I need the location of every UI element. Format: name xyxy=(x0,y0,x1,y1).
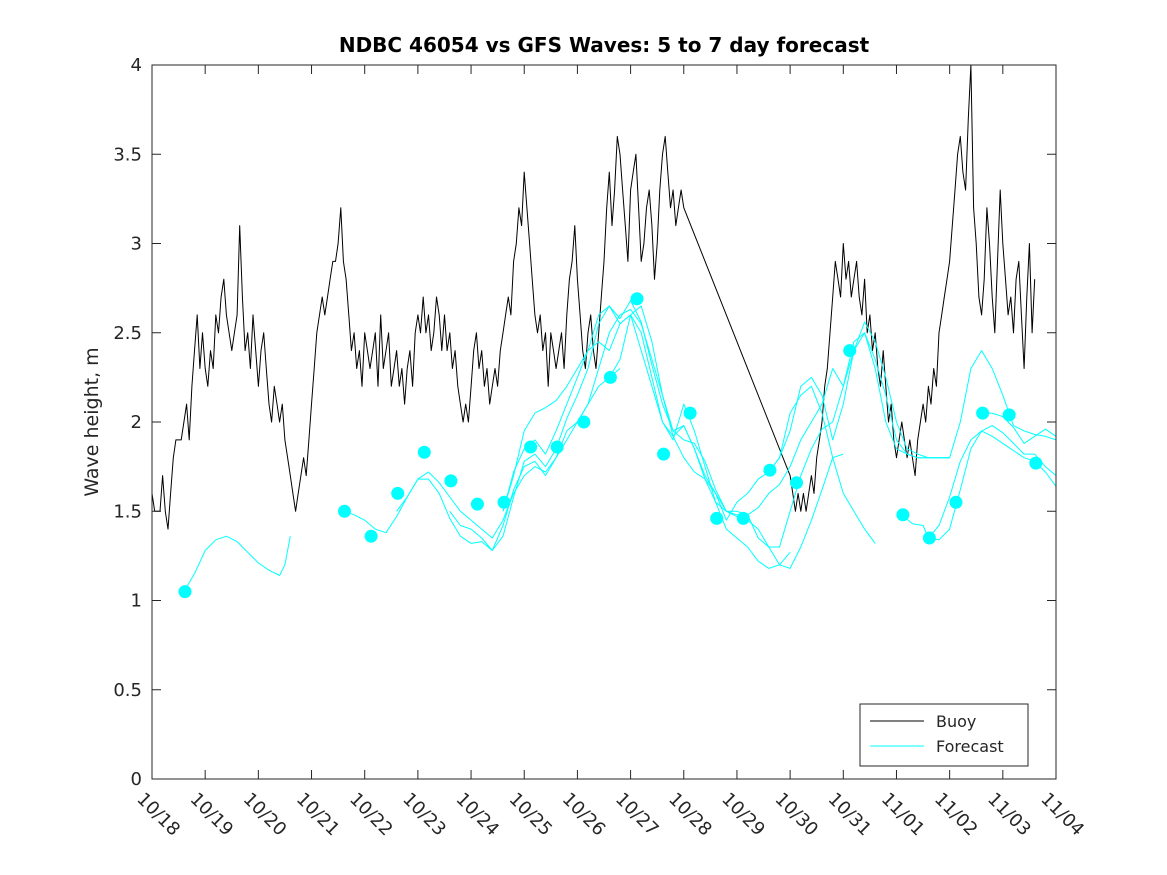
y-tick-label: 2.5 xyxy=(113,323,142,344)
forecast-marker-13 xyxy=(657,447,671,461)
chart-title: NDBC 46054 vs GFS Waves: 5 to 7 day fore… xyxy=(339,33,870,57)
y-tick-label: 4 xyxy=(131,55,142,76)
forecast-series-line-1 xyxy=(183,535,291,592)
forecast-marker-25 xyxy=(1029,456,1043,470)
x-tick-label: 10/23 xyxy=(398,789,450,841)
forecast-marker-3 xyxy=(391,486,405,500)
forecast-series-line-6 xyxy=(502,305,950,518)
y-tick-label: 1 xyxy=(131,591,142,612)
plot-background xyxy=(152,65,1056,779)
forecast-marker-20 xyxy=(896,508,910,522)
x-tick-label: 10/28 xyxy=(664,789,716,841)
forecast-marker-17 xyxy=(763,463,777,477)
y-tick-label: 2 xyxy=(131,412,142,433)
legend: Buoy Forecast xyxy=(859,703,1029,767)
x-tick-label: 10/20 xyxy=(239,789,291,841)
x-tick-label: 10/24 xyxy=(452,789,504,841)
series-layer xyxy=(151,64,1057,592)
forecast-marker-2 xyxy=(364,529,378,543)
forecast-marker-14 xyxy=(683,406,697,420)
x-tick-label: 11/04 xyxy=(1036,789,1088,841)
legend-forecast-label: Forecast xyxy=(936,737,1004,756)
forecast-series-line-4 xyxy=(449,309,844,569)
forecast-marker-24 xyxy=(1002,408,1016,422)
x-tick-label: 11/03 xyxy=(983,789,1035,841)
forecast-marker-12 xyxy=(630,292,644,306)
forecast-marker-8 xyxy=(524,440,538,454)
y-tick-label: 0 xyxy=(131,769,142,790)
forecast-marker-22 xyxy=(949,495,963,509)
x-tick-label: 10/19 xyxy=(186,789,238,841)
y-tick-label: 1.5 xyxy=(113,501,142,522)
x-tick-label: 11/02 xyxy=(930,789,982,841)
forecast-marker-1 xyxy=(338,504,351,518)
forecast-series-line-10 xyxy=(928,425,1057,541)
x-tick-label: 10/30 xyxy=(771,789,823,841)
y-axis-label: Wave height, m xyxy=(81,347,103,496)
forecast-marker-10 xyxy=(577,415,591,429)
y-tick-label: 3.5 xyxy=(113,144,142,165)
x-tick-label: 10/22 xyxy=(345,789,397,841)
forecast-marker-7 xyxy=(497,495,511,509)
x-tick-label: 10/21 xyxy=(292,789,344,841)
forecast-series-line-2 xyxy=(343,368,621,539)
x-tick-label: 10/26 xyxy=(558,789,610,841)
forecast-marker-15 xyxy=(710,511,724,525)
forecast-marker-21 xyxy=(922,531,936,545)
forecast-marker-5 xyxy=(444,474,458,488)
forecast-marker-11 xyxy=(603,370,617,384)
legend-box xyxy=(859,703,1029,767)
x-tick-label: 10/29 xyxy=(717,789,769,841)
forecast-marker-6 xyxy=(470,497,484,511)
x-tick-label: 10/18 xyxy=(132,789,184,841)
legend-buoy-label: Buoy xyxy=(936,712,976,731)
x-tick-label: 10/27 xyxy=(611,789,663,841)
forecast-series-line-11 xyxy=(981,412,1057,444)
forecast-series-line-7 xyxy=(608,314,876,544)
forecast-marker-19 xyxy=(843,344,857,358)
forecast-marker-16 xyxy=(736,511,750,525)
forecast-marker-23 xyxy=(976,406,990,420)
x-tick-label: 11/01 xyxy=(877,789,929,841)
y-tick-label: 0.5 xyxy=(113,680,142,701)
forecast-marker-4 xyxy=(417,445,431,459)
forecast-series-line-9 xyxy=(901,430,1057,539)
forecast-marker-0 xyxy=(178,585,192,599)
x-tick-label: 10/25 xyxy=(505,789,557,841)
forecast-marker-18 xyxy=(790,476,803,490)
forecast-marker-9 xyxy=(550,440,564,454)
marker-layer xyxy=(178,292,1043,599)
x-tick-label: 10/31 xyxy=(824,789,876,841)
y-tick-label: 3 xyxy=(131,234,142,255)
